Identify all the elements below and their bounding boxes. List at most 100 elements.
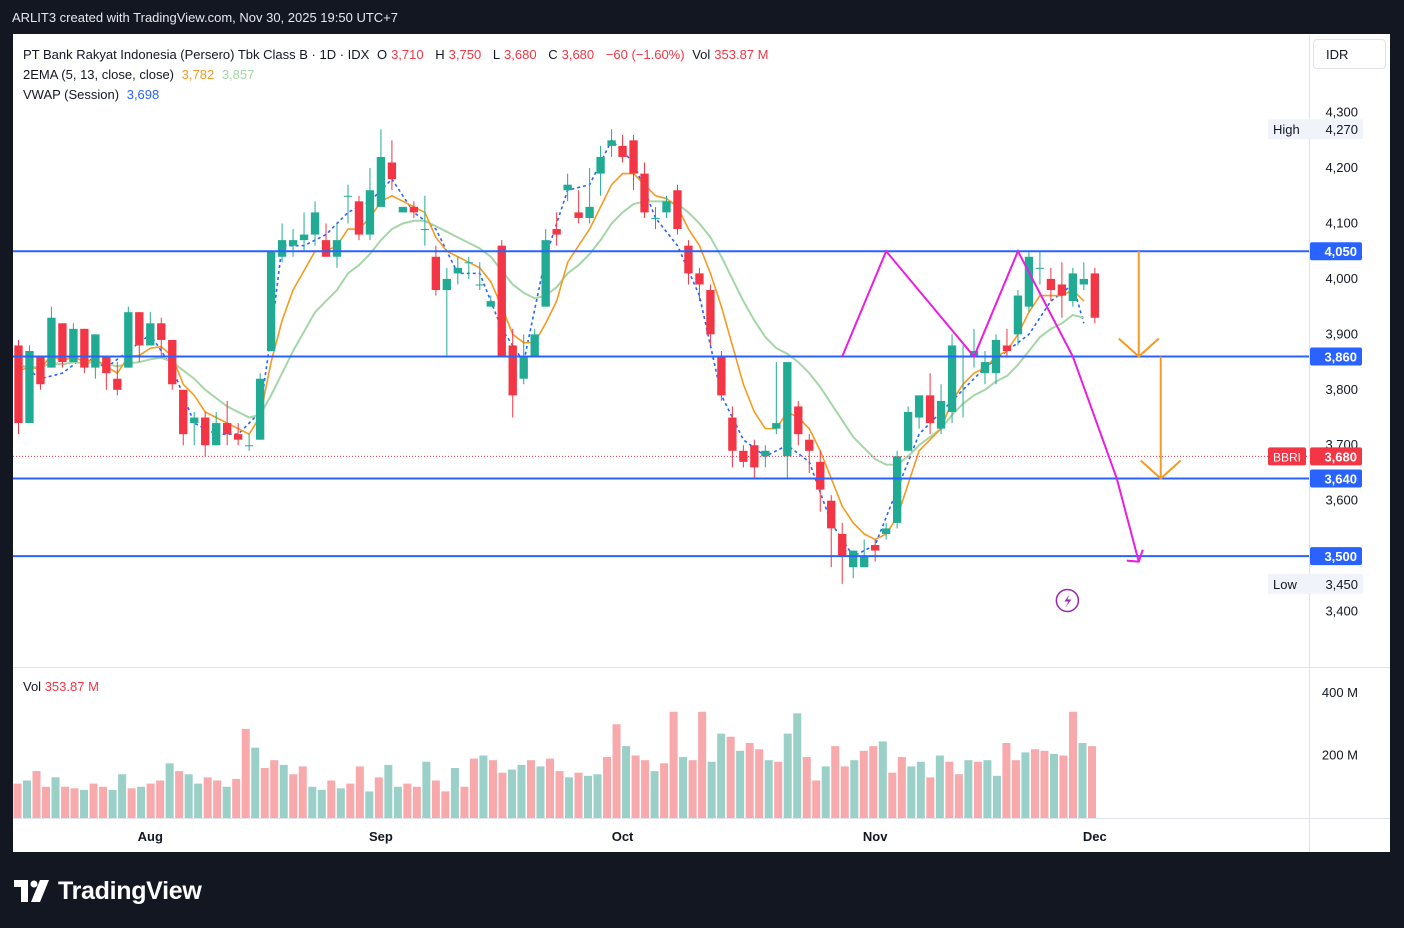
volume-bar — [327, 780, 336, 818]
candle-body — [903, 411, 913, 451]
candle-body — [102, 356, 111, 374]
candle-body — [124, 312, 133, 368]
candle-body — [310, 212, 320, 235]
volume-bar — [907, 766, 916, 818]
vwap-layer — [18, 138, 1085, 558]
volume-bar — [384, 764, 393, 818]
volume-bar — [736, 750, 745, 818]
candle-body — [486, 301, 495, 307]
candle-body — [497, 245, 506, 357]
volume-bar — [1011, 760, 1020, 818]
candle-body — [409, 206, 419, 213]
candle-body — [805, 439, 814, 451]
candle-body — [58, 323, 67, 363]
candle-body — [585, 206, 594, 218]
volume-bar — [241, 728, 250, 818]
candle-body — [321, 240, 331, 257]
volume-bar — [745, 743, 754, 818]
candle-body — [442, 278, 452, 291]
price-tick-label: 4,200 — [1325, 160, 1358, 175]
ema5-value: 3,782 — [181, 67, 215, 82]
volume-bar — [51, 777, 60, 818]
volume-layer — [13, 711, 1096, 818]
level-price-label-bg — [1310, 242, 1362, 261]
volume-bar — [840, 766, 849, 818]
tradingview-logo-icon — [14, 880, 49, 902]
volume-bar — [669, 711, 678, 818]
candle-body — [1079, 278, 1089, 285]
candle-body — [255, 378, 265, 440]
volume-bar — [251, 747, 260, 818]
volume-bar — [441, 791, 450, 818]
level-price-label: 3,640 — [1324, 472, 1357, 487]
volume-bar — [812, 780, 821, 818]
volume-bar — [793, 713, 802, 818]
low-marker-value: 3,450 — [1325, 577, 1358, 592]
ema-row[interactable]: 2EMA (5, 13, close, close) 3,782 3,857 — [23, 65, 776, 85]
vwap-row[interactable]: VWAP (Session) 3,698 — [23, 85, 776, 105]
volume-bar — [70, 788, 79, 818]
candle-body — [365, 190, 375, 235]
price-tick-label: 4,000 — [1325, 271, 1358, 286]
volume-bar — [783, 733, 792, 818]
volume-bar — [355, 766, 364, 818]
volume-bar — [460, 786, 469, 818]
volume-bar — [565, 777, 574, 818]
candle-body — [969, 351, 979, 357]
candle-body — [914, 395, 924, 418]
candle-body — [244, 445, 254, 447]
candle-body — [717, 356, 726, 396]
candle-body — [1046, 278, 1056, 291]
volume-tick-label: 200 M — [1322, 748, 1358, 763]
volume-bar — [983, 760, 992, 818]
candle-body — [761, 450, 770, 457]
candle-body — [179, 389, 188, 435]
candle-body — [157, 323, 166, 340]
candle-body — [673, 190, 682, 230]
candle-body — [201, 417, 210, 446]
volume-bar — [755, 749, 764, 818]
candle-body — [607, 140, 616, 146]
volume-bar — [32, 771, 41, 818]
candle-body — [1057, 284, 1067, 296]
volume-bar — [545, 758, 554, 818]
low-marker-tag: Low — [1273, 577, 1297, 592]
currency-button[interactable]: IDR — [1313, 39, 1386, 69]
volume-bar — [641, 760, 650, 818]
volume-bar — [774, 761, 783, 818]
volume-bar — [61, 786, 70, 818]
volume-bar — [374, 777, 383, 818]
price-tick-label: 3,600 — [1325, 493, 1358, 508]
price-axis: 3,4003,5003,6003,7003,8003,9004,0004,100… — [1268, 105, 1363, 763]
volume-bar — [897, 757, 906, 818]
candle-body — [212, 423, 221, 446]
volume-bar — [488, 760, 497, 818]
volume-bar — [127, 788, 136, 818]
ema-layer — [18, 172, 1085, 541]
candle-body — [936, 400, 946, 429]
candle-body — [695, 273, 704, 285]
candle-body — [135, 312, 144, 346]
volume-bar — [1087, 746, 1096, 818]
volume-bar — [1030, 749, 1039, 818]
lightning-bolt — [1064, 594, 1072, 608]
volume-bar — [260, 768, 269, 818]
volume-bar — [450, 768, 459, 818]
ema13-value: 3,857 — [221, 67, 255, 82]
candle-body — [453, 267, 462, 274]
candle-body — [431, 256, 441, 291]
level-price-label-bg — [1310, 469, 1362, 488]
volume-legend[interactable]: Vol 353.87 M — [23, 679, 99, 694]
candle-body — [980, 362, 990, 374]
volume-bar — [878, 741, 887, 818]
time-tick-label: Aug — [138, 829, 163, 844]
volume-bar — [1059, 755, 1068, 818]
volume-bar — [660, 763, 669, 818]
candle-body — [91, 334, 100, 368]
volume-bar — [469, 758, 478, 818]
high-marker-value: 4,270 — [1325, 122, 1358, 137]
volume-bar — [859, 750, 868, 818]
volume-bar — [23, 780, 32, 818]
candle-body — [113, 378, 122, 390]
